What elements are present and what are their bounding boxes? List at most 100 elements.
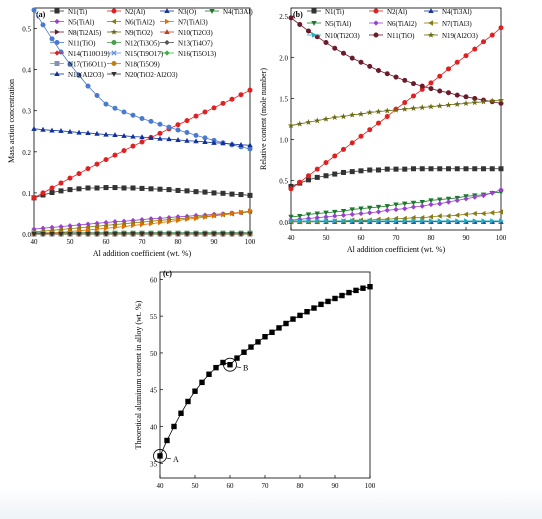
data-point — [288, 186, 294, 192]
y-axis-label: Theoretical aluminum content in alloy (w… — [134, 300, 143, 449]
data-point — [367, 218, 373, 224]
data-point — [446, 218, 452, 224]
data-point — [220, 211, 226, 218]
annotation-label: B — [243, 364, 248, 373]
data-point — [314, 174, 320, 180]
data-point — [103, 101, 109, 107]
data-point — [157, 121, 163, 127]
legend-entry: N4(Ti3Al) — [424, 8, 472, 16]
data-point — [94, 185, 100, 191]
data-point — [497, 96, 505, 103]
data-point — [427, 103, 435, 110]
x-tick-label: 90 — [332, 482, 340, 490]
legend-label: N2(Al) — [387, 8, 408, 16]
data-point — [121, 185, 127, 191]
data-point — [472, 166, 478, 172]
data-point — [40, 190, 46, 196]
data-point — [148, 231, 154, 237]
data-point — [171, 423, 177, 430]
series-19 — [31, 231, 253, 237]
legend-entry: N7(TiAl3) — [160, 19, 208, 27]
data-point — [130, 185, 136, 191]
data-point — [85, 83, 91, 89]
data-point — [67, 225, 73, 232]
legend-entry: N11(TiO) — [369, 32, 415, 40]
data-point — [234, 355, 240, 361]
data-point — [229, 96, 235, 102]
data-point — [454, 197, 460, 204]
x-tick-label: 80 — [428, 234, 436, 242]
data-point — [304, 309, 310, 315]
data-point — [445, 101, 452, 108]
plot-frame — [159, 271, 371, 479]
y-tick-label: 0.2 — [22, 149, 31, 157]
data-point — [410, 204, 417, 210]
data-point — [238, 142, 244, 147]
data-point — [428, 166, 434, 172]
data-point — [419, 214, 425, 221]
data-point — [384, 114, 390, 120]
series-0 — [157, 284, 373, 459]
y-tick-label: 60 — [150, 276, 158, 284]
x-tick-label: 40 — [288, 234, 296, 242]
data-point — [199, 379, 205, 386]
data-point — [139, 116, 145, 122]
data-point — [455, 218, 461, 224]
data-point — [220, 359, 226, 366]
data-point — [121, 148, 127, 154]
data-point — [305, 173, 311, 179]
x-tick-label: 70 — [262, 482, 270, 490]
data-point — [166, 187, 172, 193]
data-point — [121, 109, 127, 115]
data-point — [85, 231, 91, 237]
data-point — [437, 218, 443, 224]
data-point — [227, 361, 233, 368]
data-point — [112, 152, 118, 158]
x-tick-label: 70 — [393, 234, 401, 242]
legend-entry: N17(Ti6O11) — [50, 61, 107, 69]
data-point — [428, 214, 434, 220]
data-point — [401, 105, 408, 112]
data-point — [463, 166, 469, 172]
legend-entry: N5(TiAl) — [50, 19, 95, 27]
y-tick-label: 0.5 — [279, 178, 288, 186]
data-point — [85, 185, 91, 191]
data-point — [247, 231, 253, 237]
x-tick-label: 80 — [175, 238, 183, 246]
data-point — [202, 109, 208, 115]
data-point — [220, 231, 226, 237]
legend-entry: N4(Ti3Al) — [205, 8, 253, 16]
y-tick-label: 0.5 — [22, 26, 31, 34]
data-point — [437, 201, 443, 207]
panel-label: (c) — [163, 269, 172, 278]
data-point — [94, 231, 100, 237]
data-point — [367, 284, 373, 290]
data-point — [148, 118, 154, 124]
x-tick-label: 50 — [323, 234, 331, 242]
data-point — [437, 88, 443, 94]
x-tick-label: 100 — [245, 238, 256, 246]
data-point — [472, 194, 478, 200]
data-point — [229, 210, 235, 217]
data-point — [121, 231, 127, 237]
data-point — [340, 209, 347, 214]
data-point — [384, 71, 390, 77]
data-point — [339, 292, 345, 299]
data-point — [49, 36, 55, 42]
data-point — [94, 161, 100, 167]
data-point — [353, 287, 359, 294]
data-point — [393, 218, 399, 224]
data-point — [193, 215, 199, 222]
data-point — [358, 133, 364, 139]
data-point — [402, 205, 408, 212]
data-point — [402, 201, 408, 207]
data-point — [175, 122, 181, 128]
data-point — [121, 132, 127, 138]
data-point — [419, 166, 425, 172]
data-point — [349, 111, 356, 118]
x-axis-label: Al addition coefficient (wt. %) — [347, 245, 446, 254]
legend-label: N5(TiAl) — [68, 19, 95, 27]
data-point — [76, 225, 82, 231]
data-point — [193, 189, 199, 195]
data-point — [437, 73, 443, 79]
